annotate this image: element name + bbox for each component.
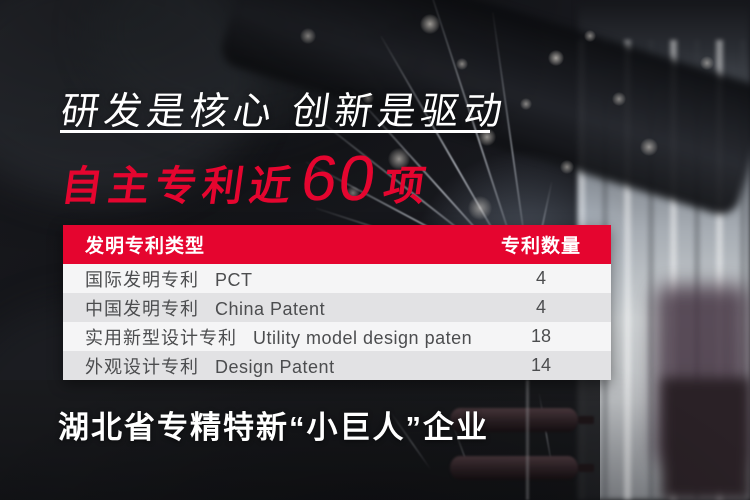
- headline-underline: [60, 130, 490, 133]
- footer-headline: 湖北省专精特新“小巨人”企业: [58, 410, 489, 445]
- bokeh-dot: [362, 92, 374, 104]
- bokeh-dot: [584, 30, 596, 42]
- table-row: 国际发明专利 PCT 4: [63, 264, 611, 293]
- patent-type-en: China Patent: [215, 298, 326, 319]
- machine-pole: [526, 380, 529, 500]
- patent-type-en: Utility model design patent: [253, 327, 471, 348]
- patent-count-value: 4: [535, 297, 546, 317]
- roller-cylinder: [450, 408, 594, 432]
- patent-count-value: 18: [530, 326, 552, 346]
- roller-shaft: [578, 416, 594, 424]
- roller-shaft: [578, 464, 594, 472]
- bokeh-dot: [700, 56, 714, 70]
- table-row: 实用新型设计专利 Utility model design patent 18: [63, 322, 611, 351]
- patent-type-zh: 中国发明专利: [85, 298, 199, 319]
- bokeh-dot: [346, 186, 360, 200]
- bokeh-dot: [612, 92, 626, 106]
- main-headline: 研发是核心 创新是驱动: [58, 91, 510, 133]
- table-row: 中国发明专利 China Patent 4: [63, 293, 611, 322]
- patent-count-prefix: 自主专利近: [58, 163, 300, 209]
- patent-type-zh: 实用新型设计专利: [85, 327, 237, 348]
- background-bottom-right: [662, 378, 750, 500]
- patent-count-headline: 自主专利近 60 项: [58, 142, 436, 214]
- bokeh-dot: [640, 138, 658, 156]
- bokeh-dot: [388, 148, 410, 170]
- bokeh-dot: [456, 58, 468, 70]
- patent-count-suffix: 项: [380, 163, 435, 209]
- patent-type-zh: 外观设计专利: [85, 356, 199, 377]
- patent-count-number: 60: [296, 142, 383, 214]
- patent-type-zh: 国际发明专利: [85, 269, 199, 290]
- roller-cylinder: [450, 456, 594, 480]
- bokeh-dot: [560, 160, 574, 174]
- patent-type-en: PCT: [215, 269, 253, 290]
- patent-table: 发明专利类型 专利数量 国际发明专利 PCT 4 中国发明专利 China Pate…: [63, 225, 611, 380]
- bokeh-dot: [420, 14, 440, 34]
- column-header-count: 专利数量: [500, 236, 581, 257]
- patent-count-value: 14: [530, 355, 552, 375]
- patent-table-header: 发明专利类型 专利数量: [63, 225, 611, 264]
- bokeh-dot: [548, 50, 564, 66]
- bokeh-dot: [468, 196, 492, 220]
- background-bottom-strip: [0, 380, 600, 500]
- column-header-type: 发明专利类型: [85, 236, 206, 257]
- bokeh-dot: [300, 28, 316, 44]
- table-row: 外观设计专利 Design Patent 14: [63, 351, 611, 380]
- patent-count-value: 4: [535, 268, 546, 288]
- bokeh-dot: [520, 98, 532, 110]
- patent-type-en: Design Patent: [215, 356, 335, 377]
